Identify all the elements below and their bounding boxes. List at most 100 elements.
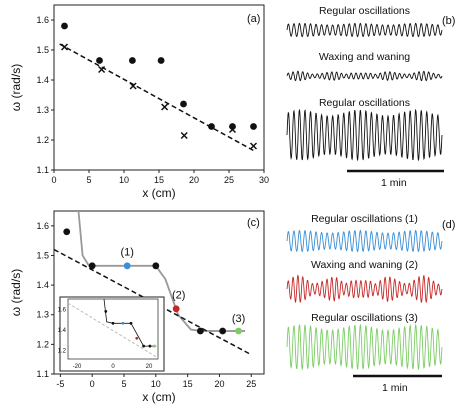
panel-b-letter: (b) xyxy=(442,15,455,27)
inset-dashed-line xyxy=(68,302,158,359)
x-axis-label: x (cm) xyxy=(142,186,175,200)
y-tick-label: 1.6 xyxy=(36,221,49,231)
oscillation-trace xyxy=(286,229,443,253)
oscillation-trace xyxy=(286,274,443,304)
panel-c-line-chart: -5 0 5 10 15 20 25 1.1 1.2 1.3 1.4 1.5 1.6 x (cm) ω (r… xyxy=(9,210,265,404)
trace-title: Regular oscillations (3) xyxy=(311,312,418,324)
x-tick-label: 20 xyxy=(189,175,199,185)
y-tick-label: 1.6 xyxy=(36,15,49,25)
y-tick-label: 1.5 xyxy=(36,250,49,260)
inset-frame xyxy=(67,298,159,360)
plot-frame xyxy=(53,210,265,375)
inset-y-tick-label: 1.2 xyxy=(58,349,67,355)
inset-data-point xyxy=(121,321,125,325)
trace-title: Regular oscillations xyxy=(319,5,410,17)
inset-data-point xyxy=(129,321,133,325)
x-tick-label: -5 xyxy=(56,379,64,389)
inset-data-point xyxy=(104,310,108,313)
y-tick-label: 1.5 xyxy=(36,45,49,55)
trace-title: Waxing and waning (2) xyxy=(311,259,418,271)
y-axis-label: ω (rad/s) xyxy=(9,269,23,316)
x-tick-label: 25 xyxy=(224,175,234,185)
x-tick-label: 5 xyxy=(86,175,91,185)
data-point xyxy=(61,22,68,30)
inset-plot: -20 0 20 1.2 1.4 1.6 xyxy=(58,298,159,370)
inset-y-tick-label: 1.6 xyxy=(58,307,67,313)
x-axis-label: x (cm) xyxy=(142,390,175,404)
fit-dashed-line xyxy=(59,43,254,152)
panel-c-letter: (c) xyxy=(247,217,260,229)
plot-frame xyxy=(53,4,265,171)
panel-b-scalebar-label: 1 min xyxy=(381,177,407,189)
y-axis-label: ω (rad/s) xyxy=(9,64,23,111)
inset-x-tick-label: 0 xyxy=(111,364,115,370)
data-point xyxy=(250,123,257,130)
y-tick-label: 1.4 xyxy=(36,280,49,290)
inset-x-tick-label: -20 xyxy=(73,364,82,370)
fit-dashed-line xyxy=(54,248,252,356)
x-tick-label: 10 xyxy=(151,379,161,389)
data-point xyxy=(235,327,242,335)
data-point xyxy=(129,57,136,64)
panel-a-scatter: 0 5 10 15 20 25 30 1.1 1.2 1.3 1.4 1.5 1.6 x (cm) ω (r… xyxy=(9,4,269,200)
panel-a-letter: (a) xyxy=(247,13,260,25)
inset-data-point xyxy=(111,321,115,325)
oscillation-trace xyxy=(286,108,443,162)
data-point-cross xyxy=(60,43,69,51)
model-curve xyxy=(77,211,245,332)
data-point-cross xyxy=(228,125,237,134)
x-tick-label: 15 xyxy=(154,175,164,185)
x-tick-label: 10 xyxy=(119,175,129,185)
panel-b-traces: Regular oscillations Waxing and waning Reg… xyxy=(286,5,443,162)
y-tick-label: 1.4 xyxy=(36,75,49,85)
data-point xyxy=(96,57,103,64)
trace-title: Regular oscillations xyxy=(319,97,410,109)
x-tick-label: 0 xyxy=(51,175,56,185)
inset-data-point xyxy=(135,336,139,340)
point-marker-label: (1) xyxy=(120,246,133,258)
inset-data-point xyxy=(148,344,152,348)
inset-box xyxy=(59,296,165,372)
y-tick-label: 1.3 xyxy=(36,105,49,115)
data-point xyxy=(172,305,180,313)
data-point xyxy=(208,123,215,130)
data-point-cross xyxy=(129,82,137,90)
inset-data-point xyxy=(153,344,156,348)
data-point xyxy=(219,327,227,335)
data-point xyxy=(157,57,165,64)
data-point-cross xyxy=(249,142,258,150)
inset-y-tick-label: 1.4 xyxy=(58,328,67,334)
x-tick-label: 15 xyxy=(183,379,193,389)
data-point-cross xyxy=(98,65,106,74)
x-tick-label: 25 xyxy=(246,379,256,389)
panel-d-letter: (d) xyxy=(442,219,455,231)
y-tick-label: 1.2 xyxy=(36,339,49,349)
oscillation-trace xyxy=(286,323,443,371)
data-point xyxy=(180,100,187,108)
x-tick-label: 5 xyxy=(121,379,126,389)
point-marker-label: (3) xyxy=(232,313,245,325)
series-layer xyxy=(59,43,254,152)
data-point-cross xyxy=(180,131,188,140)
point-marker-label: (2) xyxy=(172,289,185,301)
inset-data-point xyxy=(142,344,146,348)
trace-title: Waxing and waning xyxy=(319,51,410,63)
y-tick-label: 1.3 xyxy=(36,310,49,320)
inset-x-tick-label: 20 xyxy=(146,364,153,370)
y-tick-label: 1.2 xyxy=(36,135,49,145)
data-point xyxy=(123,262,131,270)
oscillation-trace xyxy=(286,22,443,38)
x-tick-label: 20 xyxy=(214,379,224,389)
panel-d-traces: Regular oscillations (1) Waxing and wanin… xyxy=(286,213,443,371)
y-tick-label: 1.1 xyxy=(36,165,49,175)
y-tick-label: 1.1 xyxy=(36,369,49,379)
data-point xyxy=(196,327,204,335)
panel-d-scalebar-label: 1 min xyxy=(382,382,408,394)
data-point xyxy=(152,262,160,270)
x-tick-label: 0 xyxy=(90,379,95,389)
data-point xyxy=(88,262,96,270)
data-point xyxy=(63,228,71,236)
trace-title: Regular oscillations (1) xyxy=(311,213,418,225)
data-point-cross xyxy=(161,103,169,111)
